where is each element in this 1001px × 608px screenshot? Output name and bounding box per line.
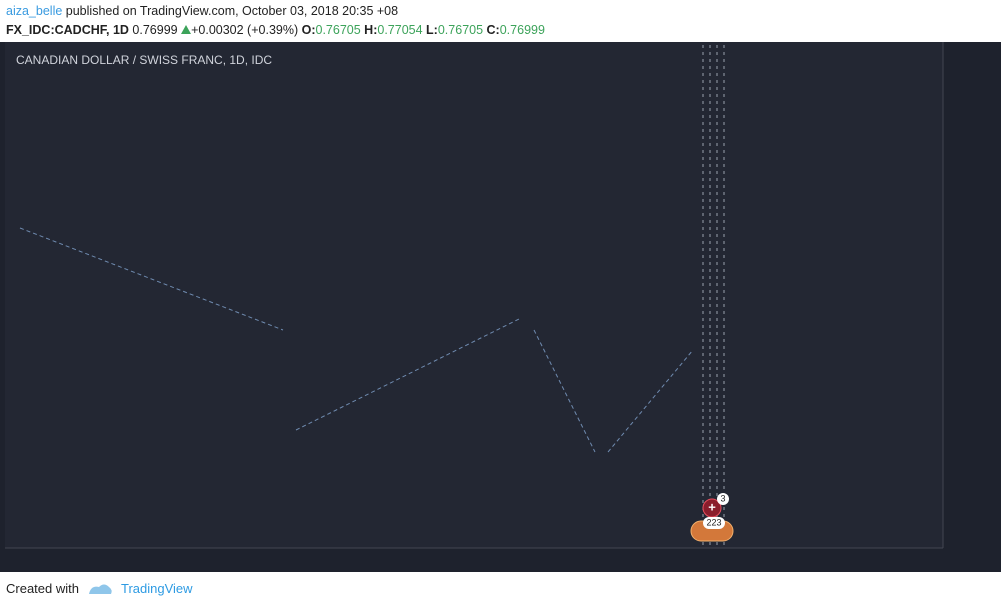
created-with: Created with (6, 581, 79, 596)
quote-line: FX_IDC:CADCHF, 1D 0.76999 +0.00302 (+0.3… (6, 21, 545, 40)
brand[interactable]: TradingView (120, 581, 193, 596)
event-badge (717, 493, 729, 505)
ohlc-key: C: (486, 23, 500, 37)
event-count: 223 (706, 517, 721, 527)
ohlc-value: 0.77054 (377, 23, 423, 37)
event-plus: + (708, 499, 716, 514)
author[interactable]: aiza_belle (6, 4, 63, 18)
change: +0.00302 (+0.39%) (191, 23, 299, 37)
ohlc-key: H: (364, 23, 378, 37)
logo (88, 584, 112, 594)
ohlc: O:0.76705 H:0.77054 L:0.76705 C:0.76999 (302, 23, 545, 37)
up-arrow (181, 25, 192, 34)
plot-bg (5, 42, 943, 548)
ohlc-value: 0.76705 (437, 23, 484, 37)
trend-line (607, 349, 694, 453)
event-badge (703, 517, 725, 529)
ohlc-value: 0.76999 (499, 23, 545, 37)
publish-line: aiza_belle published on TradingView.com,… (6, 2, 545, 21)
footer: Created with TradingView (6, 581, 193, 596)
last: 0.76999 (132, 23, 178, 37)
chart: CANADIAN DOLLAR / SWISS FRANC, 1D, IDC +… (0, 42, 1001, 572)
trend-line (533, 329, 596, 453)
event-count: 3 (720, 493, 725, 503)
symbol: FX_IDC:CADCHF, 1D (6, 23, 129, 37)
ohlc-key: O: (301, 23, 316, 37)
header: aiza_belle published on TradingView.com,… (6, 2, 545, 40)
published: published on TradingView.com, October 03… (65, 4, 399, 18)
ohlc-value: 0.76705 (315, 23, 361, 37)
ohlc-key: L: (426, 23, 438, 37)
chart-title: CANADIAN DOLLAR / SWISS FRANC, 1D, IDC (16, 53, 272, 67)
trend-line (19, 227, 284, 331)
